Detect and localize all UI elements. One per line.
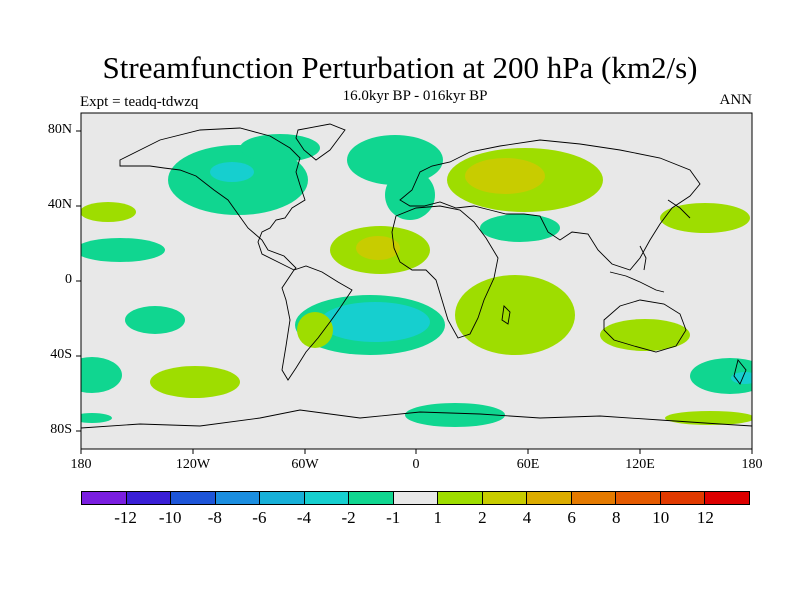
contour-region (731, 372, 752, 384)
lat-tick-label: 40N (47, 197, 72, 212)
colorbar-box (660, 492, 706, 504)
plot-subtitle: 16.0kyr BP - 016kyr BP (342, 88, 488, 104)
coastlines (81, 123, 752, 429)
colorbar-box (571, 492, 617, 504)
colorbar-label: 4 (522, 508, 532, 527)
colorbar-box (304, 492, 350, 504)
colorbar-label: -4 (296, 508, 312, 527)
contour-region (455, 275, 575, 355)
colorbar-box (126, 492, 172, 504)
colorbar (81, 491, 750, 505)
contour-field (81, 134, 752, 427)
contour-region (600, 319, 690, 351)
season-label: ANN (719, 92, 753, 108)
colorbar-label: -12 (114, 508, 137, 527)
colorbar-box (616, 492, 661, 504)
colorbar-box (438, 492, 483, 504)
contour-region (465, 158, 545, 194)
lat-tick-label: 80N (47, 122, 72, 137)
contour-region (385, 170, 435, 220)
colorbar-label: -6 (252, 508, 267, 527)
colorbar-label: -1 (386, 508, 401, 527)
colorbar-label: -2 (341, 508, 356, 527)
colorbar-box (215, 492, 261, 504)
lon-tick-label: 120W (175, 457, 211, 472)
colorbar-box (349, 492, 394, 504)
contour-region (690, 358, 752, 394)
lon-tick-label: 180 (70, 457, 92, 472)
plot-title: Streamfunction Perturbation at 200 hPa (… (102, 50, 698, 85)
lon-tick-label: 180 (741, 457, 763, 472)
experiment-label: Expt = teadq-tdwzq (80, 94, 199, 110)
lon-tick-label: 60W (291, 457, 319, 472)
colorbar-box (705, 492, 749, 504)
colorbar-label: -8 (207, 508, 222, 527)
contour-region (297, 312, 333, 348)
colorbar-label: 1 (433, 508, 443, 527)
colorbar-label: 12 (696, 508, 714, 527)
colorbar-label: 6 (567, 508, 576, 527)
lat-tick-label: 80S (50, 422, 72, 437)
lat-tick-label: 0 (65, 272, 72, 287)
contour-region (81, 357, 122, 393)
contour-region (150, 366, 240, 398)
contour-region (480, 214, 560, 242)
lon-tick-label: 60E (516, 457, 540, 472)
contour-region (81, 238, 165, 262)
contour-region (405, 403, 505, 427)
colorbar-label: -10 (158, 508, 182, 527)
colorbar-label: 10 (652, 508, 670, 527)
colorbar-box (527, 492, 572, 504)
contour-region (81, 202, 136, 222)
lon-tick-label: 120E (625, 457, 655, 472)
contour-region (125, 306, 185, 334)
contour-region (81, 413, 112, 423)
lat-tick-label: 40S (50, 347, 72, 362)
colorbar-box (171, 492, 216, 504)
contour-region (210, 162, 254, 182)
colorbar-box (82, 492, 127, 504)
contour-region (320, 302, 430, 342)
lon-tick-label: 0 (412, 457, 420, 472)
colorbar-label: 8 (611, 508, 621, 527)
colorbar-box (482, 492, 528, 504)
colorbar-box (393, 492, 439, 504)
contour-region (240, 134, 320, 162)
contour-region (356, 236, 400, 260)
axis-ticks (76, 130, 753, 454)
colorbar-label: 2 (478, 508, 487, 527)
colorbar-box (260, 492, 305, 504)
